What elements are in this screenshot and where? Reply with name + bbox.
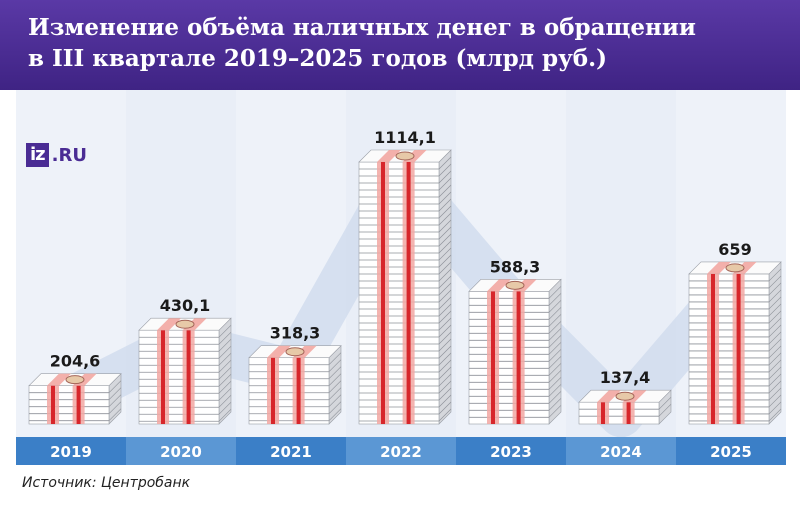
money-stack-2025 <box>688 261 782 425</box>
value-label-2024: 137,4 <box>600 368 651 387</box>
logo-box: iz <box>26 143 49 167</box>
year-cell-2022 <box>346 437 456 465</box>
year-label-2024: 2024 <box>600 443 642 461</box>
year-cell-2021 <box>236 437 346 465</box>
chart-header: Изменение объёма наличных денег в обраще… <box>0 0 800 90</box>
year-label-2022: 2022 <box>380 443 422 461</box>
chart-title-line-2: в III квартале 2019–2025 годов (млрд руб… <box>28 45 608 72</box>
money-stack-2020 <box>138 317 232 425</box>
money-stack-2022 <box>358 149 452 425</box>
year-label-2021: 2021 <box>270 443 312 461</box>
value-label-2019: 204,6 <box>50 352 101 371</box>
value-label-2023: 588,3 <box>490 257 541 276</box>
value-label-2025: 659 <box>718 240 751 259</box>
year-cell-2023 <box>456 437 566 465</box>
year-cell-2024 <box>566 437 676 465</box>
money-stack-2023 <box>468 278 562 425</box>
year-label-2019: 2019 <box>50 443 92 461</box>
money-stack-2024 <box>578 389 672 425</box>
year-cell-2019 <box>16 437 126 465</box>
year-label-2020: 2020 <box>160 443 202 461</box>
value-label-2021: 318,3 <box>270 324 321 343</box>
year-label-2025: 2025 <box>710 443 752 461</box>
logo-text: .RU <box>51 144 87 166</box>
source-note: Источник: Центробанк <box>22 475 191 491</box>
money-stack-2021 <box>248 344 342 425</box>
chart-title-line-1: Изменение объёма наличных денег в обраще… <box>28 14 696 41</box>
iz-ru-logo[interactable]: iz .RU <box>26 142 87 168</box>
year-cell-2020 <box>126 437 236 465</box>
value-label-2020: 430,1 <box>160 296 211 315</box>
year-cell-2025 <box>676 437 786 465</box>
value-label-2022: 1114,1 <box>374 128 436 147</box>
year-label-2023: 2023 <box>490 443 532 461</box>
money-stack-2019 <box>28 372 122 425</box>
bar-chart: 204,6 430,1 318,3 1114,1 588,3 137,4 659 2019 20… <box>16 90 786 465</box>
